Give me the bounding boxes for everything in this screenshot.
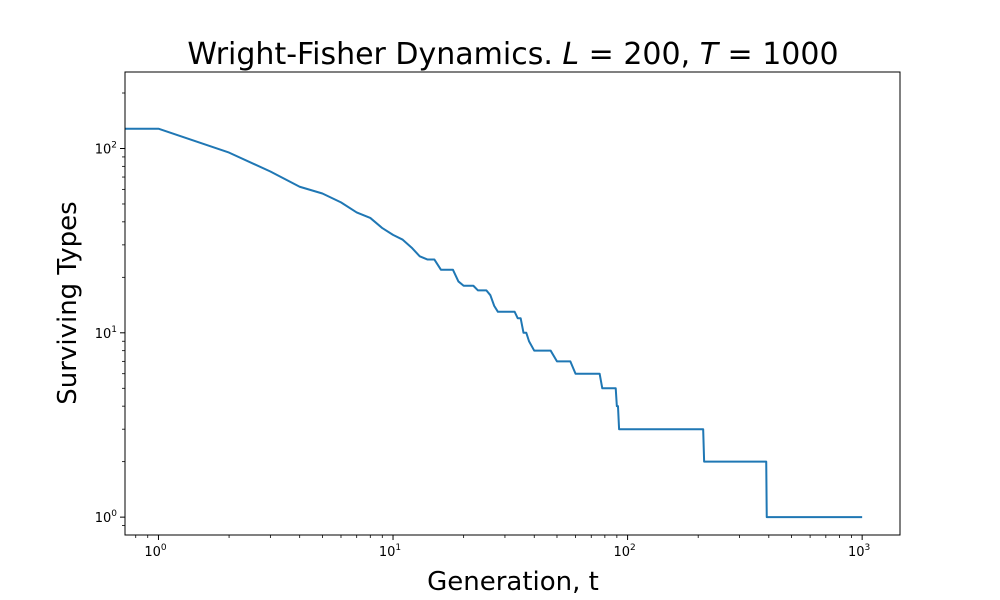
plot-area [124,71,901,536]
y-tick-label-2: 102 [95,140,117,157]
y-axis-ticks: 100 101 102 [95,92,125,526]
x-axis-label: Generation, t [427,567,599,597]
series-line-0 [125,127,863,519]
y-tick-label-0: 100 [95,509,118,526]
x-tick-label-2: 102 [613,543,635,560]
x-tick-label-0: 100 [144,543,167,560]
x-axis-ticks: 100 101 102 103 [135,535,870,560]
plot-frame [124,71,901,536]
y-axis-label: Surviving Types [53,201,83,404]
x-tick-label-3: 103 [848,543,870,560]
x-tick-label-1: 101 [379,543,401,560]
y-tick-label-1: 101 [95,325,117,342]
chart-title: Wright-Fisher Dynamics. L = 200, T = 100… [187,37,838,72]
